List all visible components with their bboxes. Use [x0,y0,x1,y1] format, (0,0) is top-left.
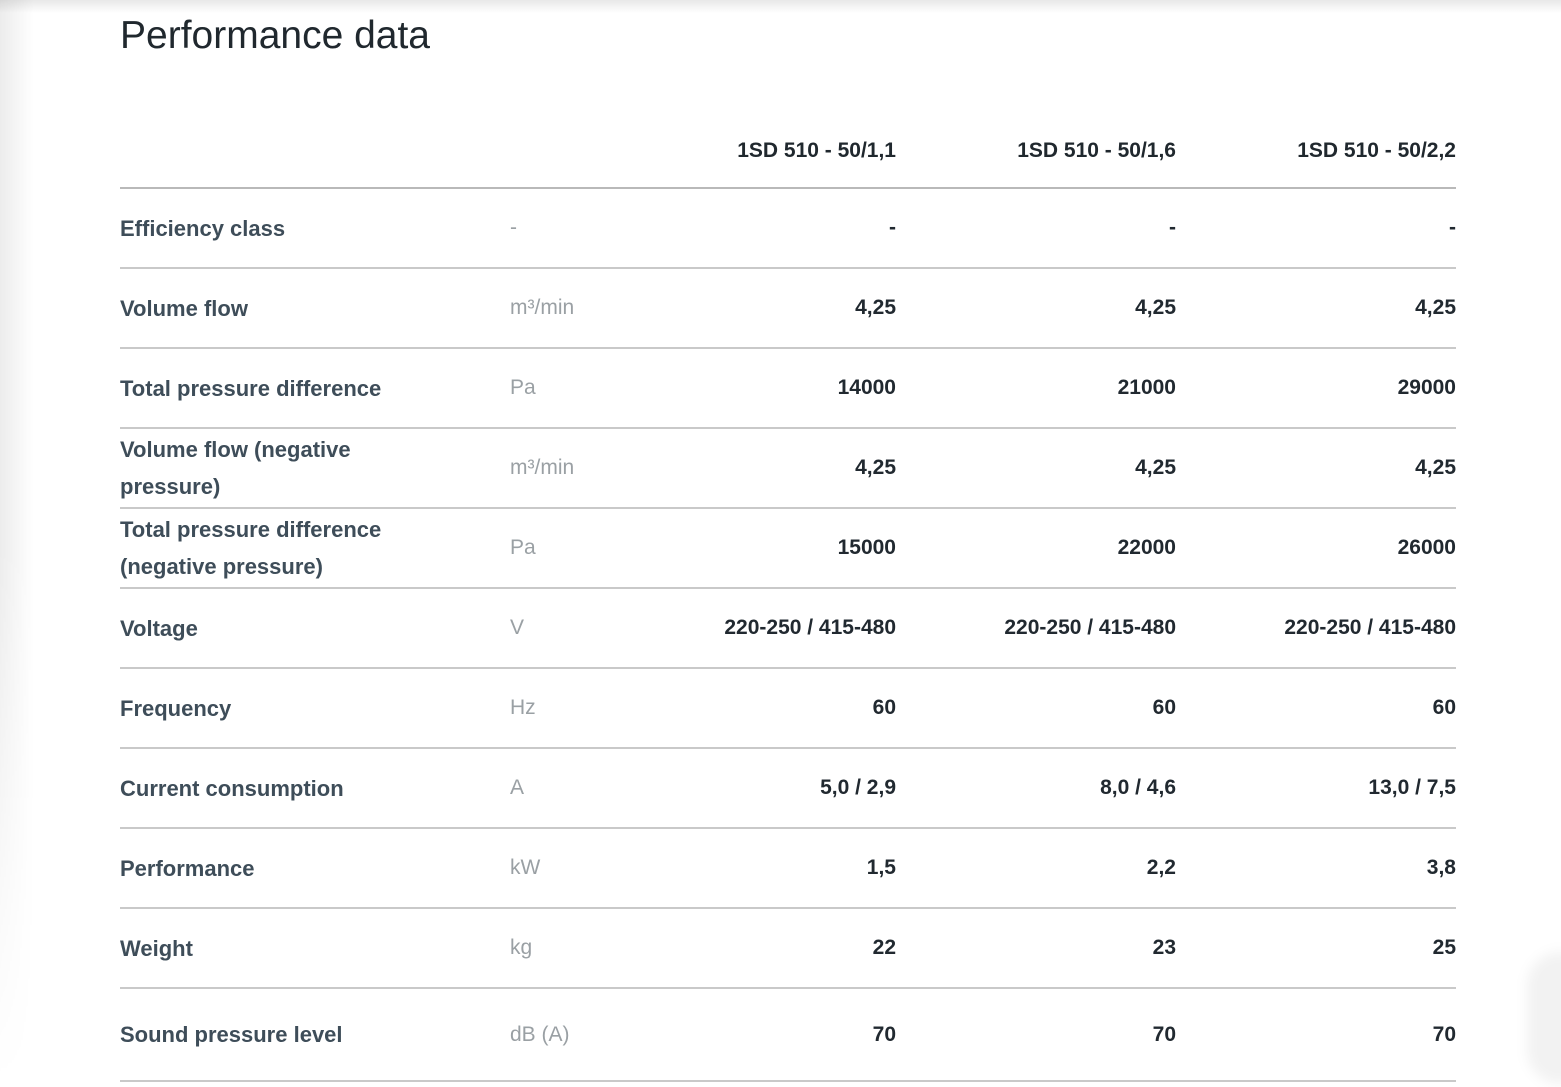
table-row: Volume flow m³/min 4,25 4,25 4,25 [120,268,1456,348]
row-value: 4,25 [855,296,896,319]
row-value: 2,2 [1146,856,1176,879]
row-label: Volume flow [120,295,248,321]
row-value: 29000 [1397,376,1456,399]
row-label: Performance [120,855,255,881]
row-label: Total pressure difference (negative pres… [120,517,382,579]
row-label: Current consumption [120,775,344,801]
table-row: Volume flow (negative pressure) m³/min 4,2… [120,428,1456,508]
table-row: Current consumption A 5,0 / 2,9 8,0 / 4,6 13… [120,748,1456,828]
row-value: 4,25 [855,456,896,479]
row-value: 70 [1432,1022,1456,1046]
row-value: 21000 [1117,376,1176,399]
performance-table: 1SD 510 - 50/1,1 1SD 510 - 50/1,6 1SD 51… [120,59,1456,1082]
row-value: 4,25 [1135,296,1176,319]
table-row: Weight kg 22 23 25 [120,908,1456,988]
page-title: Performance data [120,14,431,57]
row-value: - [889,216,896,239]
row-unit: dB (A) [510,1022,570,1046]
row-unit: Pa [510,376,536,399]
row-value: 220-250 / 415-480 [724,616,896,639]
table-row: Sound pressure level dB (A) 70 70 70 [120,988,1456,1081]
row-value: 25 [1432,936,1456,959]
row-value: 1,5 [866,856,896,879]
row-label: Frequency [120,695,232,721]
header-spacer-label [120,59,510,188]
row-value: 220-250 / 415-480 [1004,616,1176,639]
row-value: - [1449,216,1456,239]
row-unit: Pa [510,536,536,559]
column-header-model-1: 1SD 510 - 50/1,1 [737,139,896,162]
row-unit: V [510,616,525,639]
row-value: 70 [1152,1022,1176,1046]
right-edge-element [1527,952,1561,1084]
row-value: 60 [872,696,896,719]
row-value: 60 [1152,696,1176,719]
row-label: Total pressure difference [120,375,382,401]
column-header-model-2: 1SD 510 - 50/1,6 [1017,139,1176,162]
row-unit: kW [510,856,541,879]
table-row: Voltage V 220-250 / 415-480 220-250 / 415-4… [120,588,1456,668]
row-value: 5,0 / 2,9 [820,776,896,799]
table-row: Total pressure difference (negative pres… [120,508,1456,588]
table-row: Total pressure difference Pa 14000 21000 290… [120,348,1456,428]
row-unit: - [510,216,517,239]
table-row: Frequency Hz 60 60 60 [120,668,1456,748]
column-header-model-3: 1SD 510 - 50/2,2 [1297,139,1456,162]
table-body: Efficiency class - - - - Volume flow m³/min 4,2… [120,188,1456,1081]
table-header-row: 1SD 510 - 50/1,1 1SD 510 - 50/1,6 1SD 51… [120,59,1456,188]
table-row: Performance kW 1,5 2,2 3,8 [120,828,1456,908]
row-value: 4,25 [1135,456,1176,479]
row-value: 4,25 [1415,296,1456,319]
row-label: Voltage [120,615,198,641]
header-spacer-unit [510,59,616,188]
row-value: 26000 [1397,536,1456,559]
row-value: 220-250 / 415-480 [1284,616,1456,639]
row-label: Sound pressure level [120,1022,343,1047]
row-value: 60 [1432,696,1456,719]
left-edge-shadow [0,0,34,1087]
row-unit: m³/min [510,456,575,479]
table-row: Efficiency class - - - - [120,188,1456,268]
row-value: - [1169,216,1176,239]
row-value: 70 [872,1022,896,1046]
row-unit: kg [510,936,533,959]
row-label: Volume flow (negative pressure) [120,437,351,499]
row-value: 4,25 [1415,456,1456,479]
row-unit: m³/min [510,296,575,319]
row-value: 22 [872,936,896,959]
performance-data-section: Performance data 1SD 510 - 50/1,1 1SD 51… [120,0,1456,1082]
row-value: 23 [1152,936,1176,959]
row-label: Efficiency class [120,215,286,241]
row-value: 15000 [837,536,896,559]
row-value: 3,8 [1426,856,1456,879]
row-value: 8,0 / 4,6 [1100,776,1176,799]
row-value: 22000 [1117,536,1176,559]
row-value: 13,0 / 7,5 [1368,776,1456,799]
row-label: Weight [120,935,193,961]
row-value: 14000 [837,376,896,399]
row-unit: A [510,776,525,799]
row-unit: Hz [510,696,536,719]
